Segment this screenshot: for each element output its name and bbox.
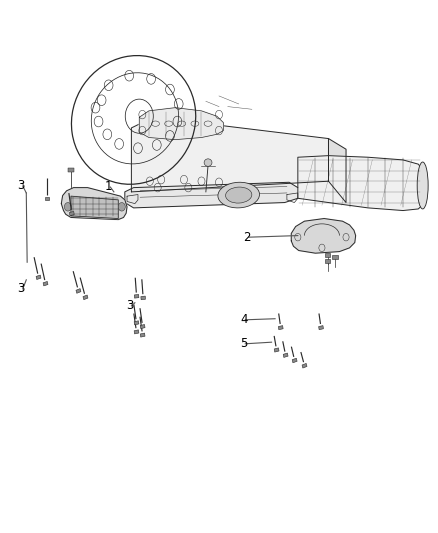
Circle shape	[64, 203, 71, 211]
Polygon shape	[302, 364, 307, 368]
Polygon shape	[298, 156, 425, 211]
Text: 3: 3	[126, 300, 134, 312]
Polygon shape	[279, 326, 283, 330]
Ellipse shape	[226, 187, 252, 203]
Text: 3: 3	[18, 179, 25, 192]
Text: 2: 2	[243, 231, 251, 244]
Text: 3: 3	[18, 282, 25, 295]
Polygon shape	[291, 219, 356, 253]
Polygon shape	[134, 330, 139, 334]
Bar	[332, 255, 338, 259]
Polygon shape	[319, 326, 323, 330]
Polygon shape	[70, 212, 74, 215]
Text: 5: 5	[240, 337, 247, 350]
Text: 1: 1	[105, 180, 113, 193]
Polygon shape	[71, 196, 118, 219]
Polygon shape	[45, 197, 49, 200]
Polygon shape	[76, 288, 81, 293]
Polygon shape	[125, 182, 298, 208]
Bar	[325, 253, 330, 257]
Polygon shape	[274, 348, 279, 352]
Bar	[325, 259, 330, 263]
Polygon shape	[83, 295, 88, 300]
Ellipse shape	[417, 162, 428, 209]
Bar	[68, 168, 74, 172]
Polygon shape	[134, 294, 139, 298]
Circle shape	[118, 203, 125, 211]
Ellipse shape	[218, 182, 259, 208]
Text: 4: 4	[240, 313, 247, 326]
Polygon shape	[134, 321, 139, 325]
Polygon shape	[131, 117, 328, 192]
Polygon shape	[292, 358, 297, 363]
Polygon shape	[283, 353, 288, 358]
Polygon shape	[139, 108, 223, 140]
Polygon shape	[141, 296, 145, 300]
Polygon shape	[36, 275, 41, 279]
Polygon shape	[328, 139, 346, 203]
Ellipse shape	[204, 159, 212, 166]
Polygon shape	[140, 333, 145, 337]
Polygon shape	[61, 188, 127, 220]
Polygon shape	[43, 281, 48, 286]
Polygon shape	[140, 325, 145, 329]
